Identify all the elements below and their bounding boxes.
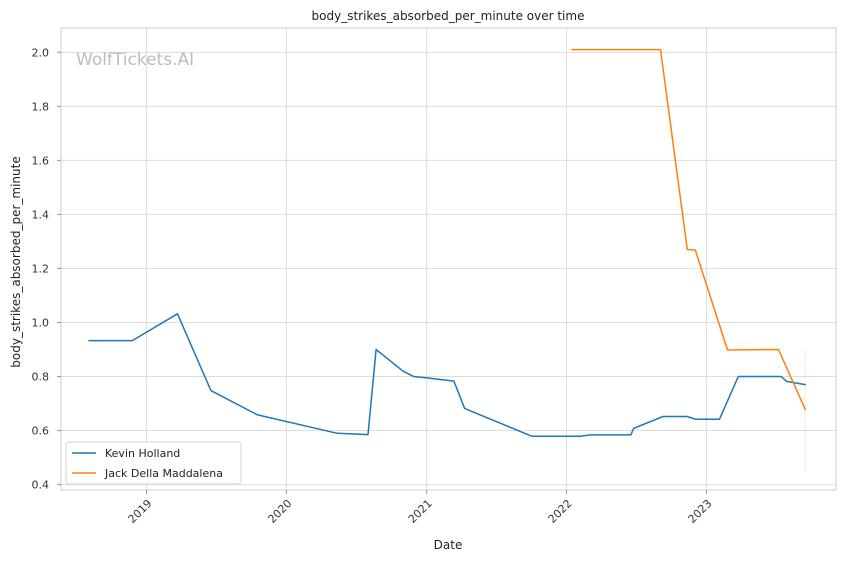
data-point	[777, 348, 781, 352]
chart-title: body_strikes_absorbed_per_minute over ti…	[312, 9, 585, 23]
data-point	[256, 413, 260, 417]
data-point	[87, 339, 91, 343]
y-axis-ticks: 0.4 0.6 0.8 1.0 1.2 1.4 1.6 1.8 2.0	[32, 46, 61, 492]
y-tick-label: 2.0	[32, 46, 50, 59]
watermark-text: WolfTickets.AI	[76, 50, 194, 70]
data-point	[661, 415, 665, 419]
data-point	[425, 376, 429, 380]
data-point	[463, 406, 467, 410]
legend-label-2: Jack Della Maddalena	[104, 467, 223, 480]
y-tick-label: 0.4	[32, 479, 50, 492]
y-tick-label: 1.2	[32, 262, 50, 275]
data-point	[452, 379, 456, 383]
data-point	[130, 339, 134, 343]
data-point	[685, 415, 689, 419]
series-line-1	[88, 313, 807, 437]
y-tick-label: 0.8	[32, 371, 50, 384]
data-point	[366, 433, 370, 437]
plot-area: WolfTickets.AI	[60, 27, 837, 491]
data-point	[412, 375, 416, 379]
plot-frame	[60, 27, 837, 491]
grid	[61, 28, 836, 490]
legend-label-1: Kevin Holland	[105, 447, 180, 460]
y-tick-label: 1.6	[32, 154, 50, 167]
x-axis-label: Date	[434, 538, 463, 552]
data-point	[589, 433, 593, 437]
data-point	[570, 48, 574, 52]
data-point	[629, 433, 633, 437]
data-point	[374, 348, 378, 352]
y-tick-label: 1.0	[32, 316, 50, 329]
y-tick-label: 0.6	[32, 425, 50, 438]
data-point	[209, 389, 213, 393]
data-point	[632, 426, 636, 430]
data-point	[578, 434, 582, 438]
data-point	[718, 417, 722, 421]
data-point	[726, 348, 730, 352]
data-point	[693, 248, 697, 252]
data-point	[176, 312, 180, 316]
y-tick-label: 1.8	[32, 100, 50, 113]
data-point	[785, 379, 789, 383]
y-axis-label: body_strikes_absorbed_per_minute	[9, 156, 23, 367]
data-point	[335, 431, 339, 435]
legend: Kevin Holland Jack Della Maddalena	[65, 441, 242, 485]
series-line-2	[571, 48, 807, 411]
data-point	[401, 369, 405, 373]
y-tick-label: 1.4	[32, 208, 50, 221]
data-point	[685, 248, 689, 252]
series-lines	[87, 48, 807, 472]
data-point	[693, 417, 697, 421]
data-point	[779, 375, 783, 379]
data-point	[659, 48, 663, 52]
legend-box	[65, 441, 242, 485]
data-point	[736, 375, 740, 379]
data-point	[530, 434, 534, 438]
